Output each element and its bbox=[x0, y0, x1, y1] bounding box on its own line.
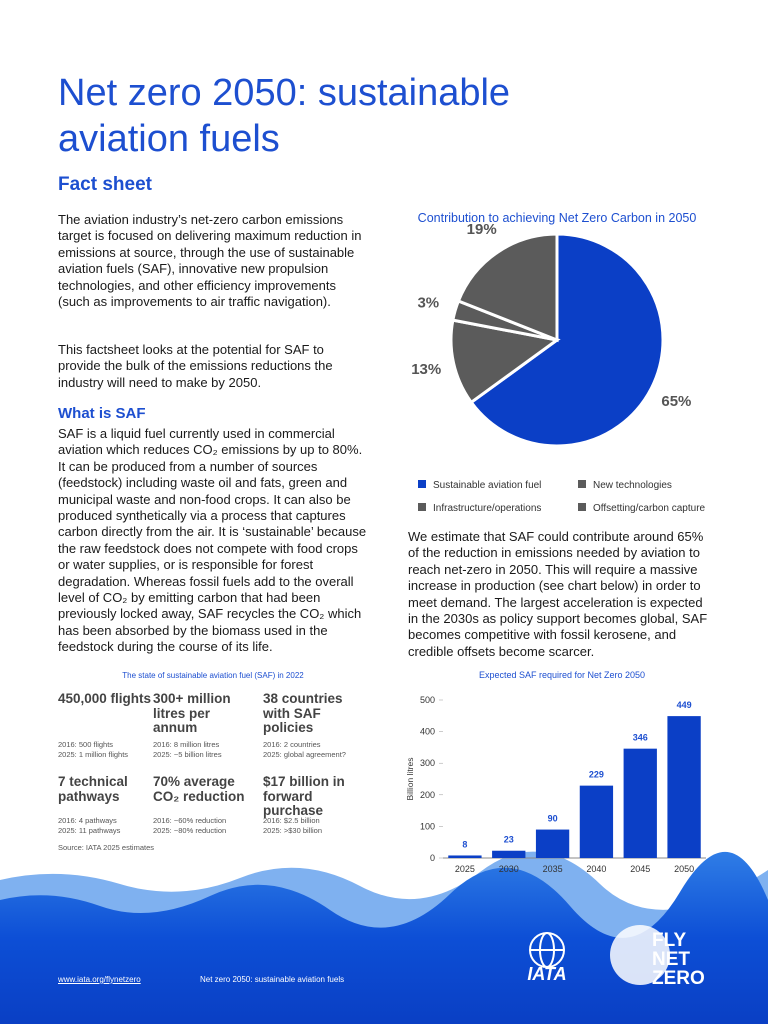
x-tick-label: 2050 bbox=[674, 864, 694, 874]
stat-detail: 2025: global agreement? bbox=[263, 749, 346, 759]
stat-detail: 2016: 4 pathways bbox=[58, 816, 117, 825]
value-label: 346 bbox=[633, 733, 648, 743]
section-heading: What is SAF bbox=[58, 405, 146, 422]
legend-swatch bbox=[418, 503, 426, 511]
wave-background bbox=[0, 851, 768, 1024]
legend-label: New technologies bbox=[593, 480, 672, 491]
bar bbox=[492, 850, 526, 858]
intro-paragraph: The aviation industry’s net-zero carbon … bbox=[58, 212, 362, 310]
x-tick-label: 2025 bbox=[455, 864, 475, 874]
y-tick-label: 500 bbox=[420, 695, 435, 705]
stat-headline: $17 billion in forward purchase bbox=[263, 774, 345, 818]
legend-label: Offsetting/carbon capture bbox=[593, 503, 706, 514]
x-tick-label: 2035 bbox=[543, 864, 563, 874]
value-label: 90 bbox=[548, 814, 558, 824]
subtitle: Fact sheet bbox=[58, 174, 152, 195]
legend-swatch bbox=[578, 503, 586, 511]
y-tick-label: 0 bbox=[430, 853, 435, 863]
x-tick-label: 2045 bbox=[630, 864, 650, 874]
stat-detail: 2025: ~80% reduction bbox=[153, 825, 227, 835]
stat-detail: 2016: ~60% reduction bbox=[153, 816, 227, 825]
stat-detail: 2016: $2.5 billion bbox=[263, 816, 320, 825]
stat-detail: 2016: 8 million litres bbox=[153, 740, 220, 749]
stat-headline: 450,000 flights bbox=[58, 691, 152, 706]
pie-label: 19% bbox=[467, 221, 497, 238]
bar bbox=[448, 855, 482, 858]
stat-detail: 2025: 1 million flights bbox=[58, 749, 129, 759]
x-tick-label: 2030 bbox=[499, 864, 519, 874]
stat-detail: 2025: 11 pathways bbox=[58, 825, 121, 835]
y-axis-label: Billion litres bbox=[405, 758, 415, 801]
bar bbox=[623, 748, 657, 858]
pie-slice bbox=[469, 232, 665, 448]
globe-logo bbox=[529, 932, 565, 968]
legend-label: Sustainable aviation fuel bbox=[433, 480, 541, 491]
fly-logo: NET bbox=[652, 949, 690, 970]
chart-title: Expected SAF required for Net Zero 2050 bbox=[479, 670, 645, 680]
footer-link[interactable]: www.iata.org/flynetzero bbox=[58, 975, 141, 984]
stat-headline: 300+ million litres per annum bbox=[153, 691, 231, 735]
value-label: 449 bbox=[677, 700, 692, 710]
fly-logo: ZERO bbox=[652, 968, 705, 989]
stat-headline: 7 technical pathways bbox=[58, 774, 128, 804]
section-text: SAF is a liquid fuel currently used in c… bbox=[58, 426, 367, 655]
title: Net zero 2050: sustainable aviation fuel… bbox=[58, 72, 511, 160]
pie-label: 65% bbox=[661, 393, 691, 410]
value-label: 23 bbox=[504, 835, 514, 845]
bar bbox=[535, 829, 570, 858]
pie-slice bbox=[449, 318, 561, 405]
stat-headline: 38 countries with SAF policies bbox=[263, 691, 343, 735]
fly-logo: FLY bbox=[652, 930, 686, 951]
chart-title: Contribution to achieving Net Zero Carbo… bbox=[418, 211, 697, 225]
legend-swatch bbox=[418, 480, 426, 488]
value-label: 8 bbox=[462, 839, 467, 849]
y-tick-label: 400 bbox=[420, 727, 435, 737]
footer-text: Net zero 2050: sustainable aviation fuel… bbox=[200, 975, 345, 984]
fly-logo-mark bbox=[610, 925, 670, 985]
y-tick-label: 200 bbox=[420, 790, 435, 800]
stat-detail: 2025: ~5 billion litres bbox=[153, 749, 222, 759]
y-tick-label: 100 bbox=[420, 821, 435, 831]
stats-title: The state of sustainable aviation fuel (… bbox=[122, 671, 304, 680]
stat-detail: 2016: 2 countries bbox=[263, 740, 321, 749]
estimate-text: We estimate that SAF could contribute ar… bbox=[408, 529, 708, 659]
stat-detail: 2025: >$30 billion bbox=[263, 825, 323, 835]
stat-detail: 2016: 500 flights bbox=[58, 740, 114, 749]
iata-logo: IATA bbox=[527, 964, 566, 984]
legend-swatch bbox=[578, 480, 586, 488]
intro-paragraph: This factsheet looks at the potential fo… bbox=[58, 342, 333, 390]
stats-source: Source: IATA 2025 estimates bbox=[58, 843, 155, 852]
pie-label: 13% bbox=[411, 361, 441, 378]
value-label: 229 bbox=[589, 770, 604, 780]
pie-slice bbox=[456, 232, 559, 343]
pie-label: 3% bbox=[417, 295, 439, 312]
bar bbox=[667, 716, 701, 858]
x-tick-label: 2040 bbox=[586, 864, 606, 874]
bar bbox=[579, 785, 614, 858]
stat-headline: 70% average CO₂ reduction bbox=[153, 774, 245, 804]
legend-label: Infrastructure/operations bbox=[433, 503, 541, 514]
y-tick-label: 300 bbox=[420, 758, 435, 768]
